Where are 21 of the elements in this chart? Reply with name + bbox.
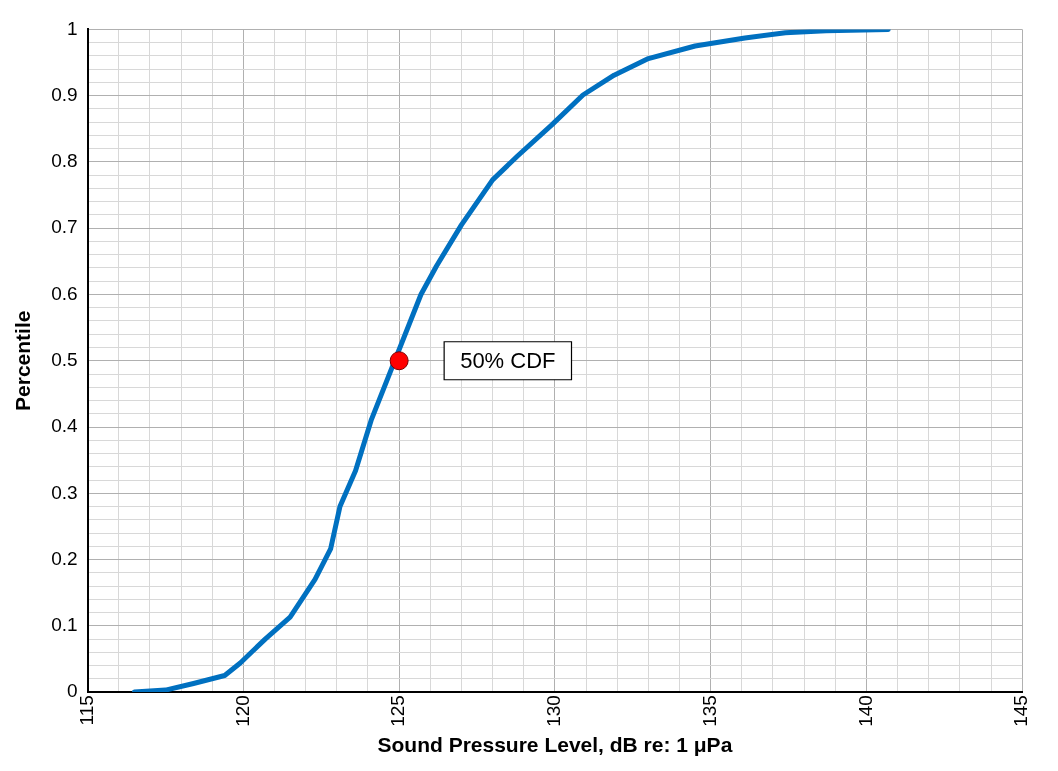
x-tick-label: 145 xyxy=(1010,695,1032,727)
x-tick-label: 120 xyxy=(231,695,253,727)
y-tick-label: 0.9 xyxy=(51,83,78,105)
x-tick-label: 125 xyxy=(387,695,409,727)
y-tick-label: 0 xyxy=(67,680,78,702)
y-tick-label: 0.1 xyxy=(51,614,78,636)
y-tick-label: 1 xyxy=(67,17,78,39)
annotation: 50% CDF xyxy=(460,347,556,373)
y-tick-label: 0.4 xyxy=(51,415,79,437)
x-tick-label: 130 xyxy=(543,695,565,727)
y-tick-label: 0.7 xyxy=(51,216,78,238)
y-tick-label: 0.2 xyxy=(51,547,78,569)
x-tick-label: 135 xyxy=(698,695,720,727)
y-tick-label: 0.8 xyxy=(51,150,78,172)
y-tick-label: 0.5 xyxy=(51,348,78,370)
y-tick-label: 0.3 xyxy=(51,481,78,503)
y-axis-title: Percentile xyxy=(11,310,35,411)
x-tick-label: 115 xyxy=(75,695,97,726)
x-axis-title: Sound Pressure Level, dB re: 1 μPa xyxy=(377,733,733,757)
y-tick-label: 0.6 xyxy=(51,282,78,304)
x-tick-label: 140 xyxy=(854,695,876,727)
